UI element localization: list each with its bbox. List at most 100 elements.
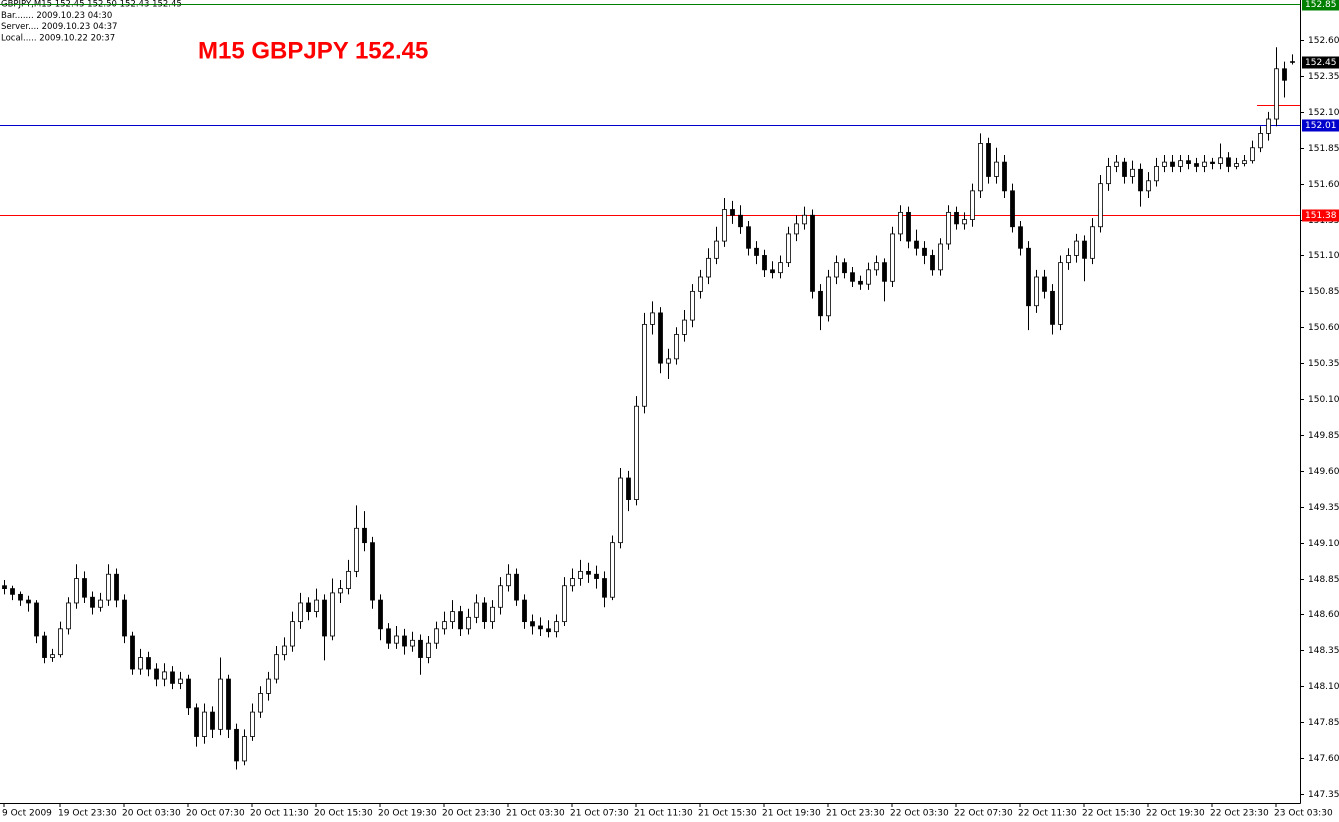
x-tick-label: 20 Oct 19:30 xyxy=(378,809,437,819)
info-line: Server.... 2009.10.23 04:37 xyxy=(1,22,117,32)
candle-body xyxy=(754,247,759,256)
candle-body xyxy=(898,211,903,235)
price-label-box xyxy=(1302,56,1339,69)
y-tick-label: 151.85 xyxy=(1308,144,1339,154)
candle-body xyxy=(466,616,471,630)
candle-body xyxy=(298,602,303,623)
y-tick-label: 150.10 xyxy=(1308,395,1339,405)
x-tick-label: 22 Oct 15:30 xyxy=(1082,809,1141,819)
x-tick-label: 20 Oct 11:30 xyxy=(250,809,309,819)
candle-body xyxy=(378,599,383,630)
candle-body xyxy=(602,578,607,598)
candle-body xyxy=(354,527,359,572)
candle-body xyxy=(218,678,223,730)
y-tick-label: 149.85 xyxy=(1308,431,1339,441)
candle-body xyxy=(146,657,151,670)
candle-body xyxy=(330,592,335,637)
x-tick-label: 22 Oct 03:30 xyxy=(890,809,949,819)
candle-body xyxy=(954,211,959,225)
candle-body xyxy=(650,312,655,325)
candle-body xyxy=(426,642,431,658)
candle-body xyxy=(362,527,367,544)
candle-body xyxy=(826,276,831,317)
x-tick-label: 20 Oct 23:30 xyxy=(442,809,501,819)
candle-body xyxy=(682,319,687,335)
candle-body xyxy=(730,209,735,216)
candle-body xyxy=(1138,168,1143,192)
candle-body xyxy=(818,290,823,317)
x-tick-label: 22 Oct 19:30 xyxy=(1146,809,1205,819)
y-tick-label: 152.35 xyxy=(1308,72,1339,82)
candle-body xyxy=(570,578,575,587)
level-label-box xyxy=(1302,0,1339,11)
candle-body xyxy=(1106,166,1111,185)
candle-body xyxy=(514,573,519,601)
candle-body xyxy=(866,269,871,285)
candle-body xyxy=(1146,180,1151,192)
candle-body xyxy=(690,290,695,321)
candle-body xyxy=(546,628,551,633)
candle-body xyxy=(482,602,487,623)
candle-body xyxy=(522,599,527,623)
candle-body xyxy=(10,588,15,595)
y-tick-label: 147.35 xyxy=(1308,790,1339,800)
info-line: Local..... 2009.10.22 20:37 xyxy=(1,33,115,43)
candle-body xyxy=(154,668,159,680)
candle-body xyxy=(1130,168,1135,177)
candle-body xyxy=(1058,262,1063,325)
candle-body xyxy=(722,209,727,242)
candle-body xyxy=(762,255,767,271)
candle-body xyxy=(34,602,39,637)
candle-body xyxy=(706,257,711,278)
candle-body xyxy=(914,240,919,249)
candle-body xyxy=(1234,163,1239,167)
candle-body xyxy=(42,635,47,658)
y-tick-label: 147.85 xyxy=(1308,718,1339,728)
x-tick-label: 20 Oct 03:30 xyxy=(122,809,181,819)
candle-body xyxy=(810,214,815,292)
candle-body xyxy=(210,711,215,730)
x-tick-label: 21 Oct 19:30 xyxy=(762,809,821,819)
x-tick-label: 20 Oct 07:30 xyxy=(186,809,245,819)
y-tick-label: 151.10 xyxy=(1308,251,1339,261)
candle-body xyxy=(394,635,399,644)
x-tick-label: 19 Oct 23:30 xyxy=(58,809,117,819)
candle-body xyxy=(282,645,287,656)
candle-body xyxy=(946,211,951,245)
candle-body xyxy=(194,707,199,737)
x-tick-label: 21 Oct 15:30 xyxy=(698,809,757,819)
candle-body xyxy=(306,602,311,612)
candle-body xyxy=(698,276,703,292)
level-label-box xyxy=(1302,119,1339,132)
x-tick-label: 22 Oct 23:30 xyxy=(1210,809,1269,819)
candle-body xyxy=(290,621,295,647)
candle-body xyxy=(170,671,175,684)
candle-body xyxy=(1250,147,1255,162)
info-line: Bar....... 2009.10.23 04:30 xyxy=(1,11,112,21)
candle-body xyxy=(594,573,599,579)
x-tick-label: 21 Oct 23:30 xyxy=(826,809,885,819)
candle-body xyxy=(586,570,591,575)
candle-body xyxy=(442,621,447,630)
candle-body xyxy=(1218,157,1223,164)
candle-body xyxy=(1002,161,1007,192)
level-label: 152.01 xyxy=(1305,121,1337,131)
candle-body xyxy=(178,678,183,684)
candle-body xyxy=(1290,61,1295,63)
candle-body xyxy=(922,247,927,256)
candle-body xyxy=(82,578,87,598)
candle-body xyxy=(474,602,479,618)
candle-body xyxy=(786,233,791,264)
candle-body xyxy=(882,262,887,282)
y-tick-label: 149.10 xyxy=(1308,539,1339,549)
candle-body xyxy=(1010,190,1015,228)
y-tick-label: 152.60 xyxy=(1308,36,1339,46)
candle-body xyxy=(626,477,631,500)
candle-body xyxy=(410,639,415,647)
candle-body xyxy=(2,585,7,590)
candle-body xyxy=(114,573,119,601)
candle-body xyxy=(234,728,239,762)
candle-body xyxy=(250,711,255,737)
